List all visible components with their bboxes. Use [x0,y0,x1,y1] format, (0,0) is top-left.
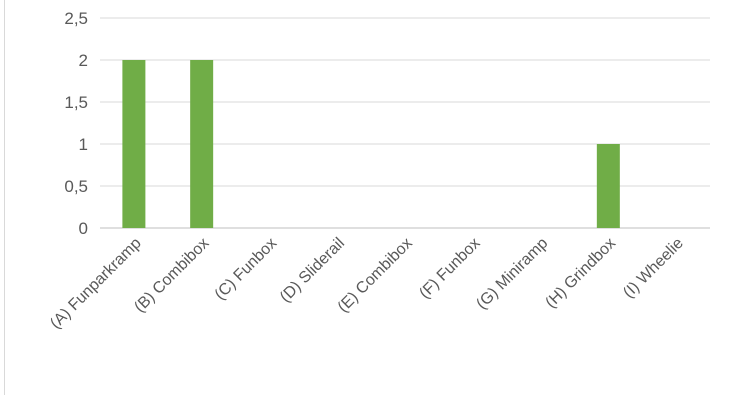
bar [596,144,620,228]
x-tick-label: (C) Funbox [212,235,281,304]
bars [122,60,620,228]
y-tick-label: 1,5 [64,93,88,112]
y-tick-label: 1 [79,135,88,154]
x-tick-label: (A) Funparkramp [47,235,145,333]
x-axis-ticks: (A) Funparkramp(B) Combibox (C) Funbox(D)… [47,235,687,333]
y-tick-label: 0,5 [64,177,88,196]
y-tick-label: 2,5 [64,9,88,28]
y-axis-ticks: 0 0,5 1 1,5 2 2,5 [64,9,88,238]
y-tick-label: 0 [79,219,88,238]
bar [190,60,214,228]
x-tick-label: (I) Wheelie [620,235,687,302]
bar [122,60,146,228]
y-tick-label: 2 [79,51,88,70]
x-tick-label: (F) Funbox [416,235,483,302]
x-tick-label: (G) Miniramp [473,235,551,313]
frame-left-border [4,0,5,395]
x-tick-label: (D) Sliderail [277,235,348,306]
x-tick-label: (H) Grindbox [542,235,619,312]
